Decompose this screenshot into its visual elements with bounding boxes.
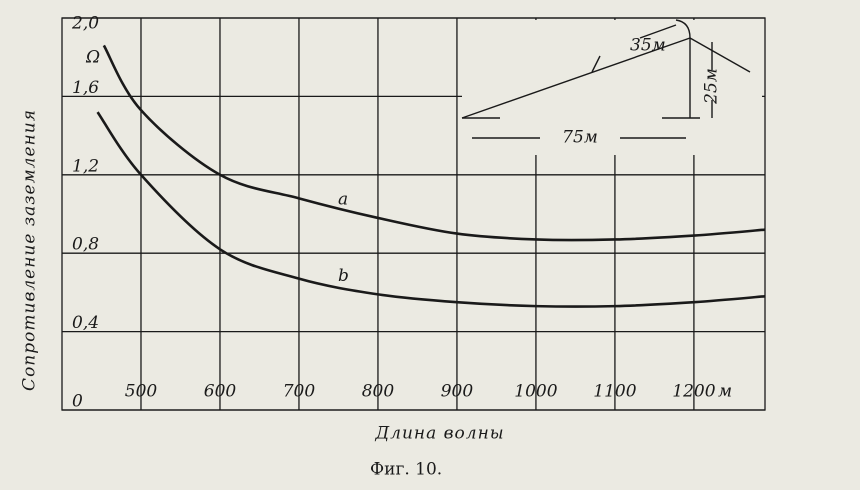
x-tick-label: 1200	[672, 382, 715, 402]
plot: 0 0,4 0,8 1,2 1,6 2,0 500 600 700 800 900 1000 1100 1…	[71, 14, 766, 412]
x-tick-label: 600	[204, 382, 237, 402]
annotation: 25м	[702, 68, 722, 105]
x-tick-label: 700	[283, 382, 316, 402]
y-axis-label: Сопротивление заземления	[20, 109, 40, 391]
y-tick-label: 0	[72, 392, 83, 412]
x-tick-label: 800	[362, 382, 395, 402]
curve	[96, 111, 766, 308]
series-label: b	[338, 266, 349, 286]
annotation: 35м	[630, 36, 666, 56]
y-unit: Ω	[85, 48, 100, 68]
y-tick-label: 1,6	[72, 78, 99, 98]
annotation: 75м	[562, 128, 598, 148]
y-tick-label: 1,2	[72, 156, 99, 176]
x-tick-label: 500	[125, 382, 158, 402]
caption: Фиг. 10.	[370, 460, 442, 480]
x-tick-label: 1100	[593, 382, 636, 402]
x-unit: м	[718, 382, 732, 402]
x-tick-label: 900	[441, 382, 474, 402]
antenna-inset	[461, 19, 751, 139]
curve	[102, 44, 766, 242]
series-label: a	[338, 189, 348, 209]
x-axis-label: Длина волны	[374, 424, 504, 444]
y-tick-label: 0,8	[72, 235, 99, 255]
x-tick-label: 1000	[514, 382, 557, 402]
y-tick-label: 2,0	[71, 14, 99, 34]
y-tick-label: 0,4	[72, 313, 99, 333]
